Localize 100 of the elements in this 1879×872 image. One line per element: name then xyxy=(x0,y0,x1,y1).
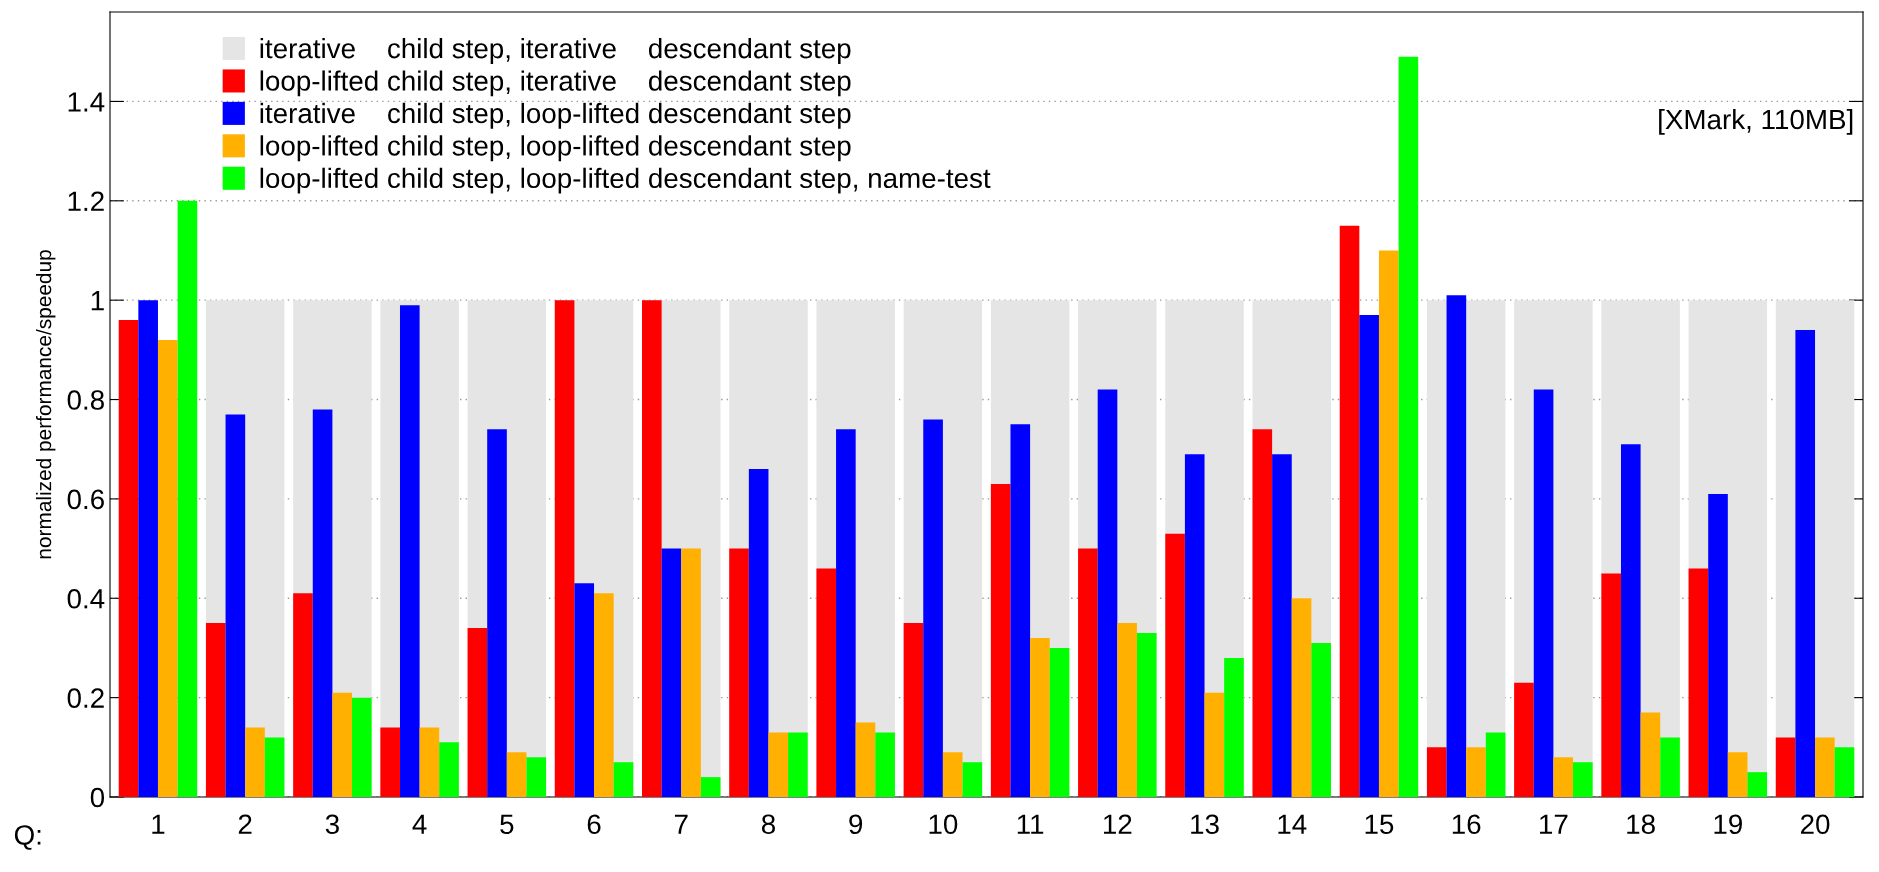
bar xyxy=(118,320,139,797)
bar xyxy=(1795,329,1816,797)
bar xyxy=(487,429,507,797)
x-tick-label: 16 xyxy=(1452,814,1481,835)
bar xyxy=(312,409,333,797)
x-tick-label: 12 xyxy=(1103,814,1132,834)
bar xyxy=(1815,737,1835,797)
bar xyxy=(962,762,983,797)
bar xyxy=(1446,295,1467,797)
y-tick-label: 1 xyxy=(91,291,104,311)
bar xyxy=(1485,732,1506,797)
bar xyxy=(1398,56,1419,797)
bar xyxy=(1078,548,1098,797)
x-tick-label: 6 xyxy=(587,814,601,835)
bar xyxy=(613,762,634,797)
bar xyxy=(700,777,721,797)
x-tick-label: 15 xyxy=(1365,814,1394,835)
bar xyxy=(526,757,547,797)
bar xyxy=(1010,424,1031,797)
bar xyxy=(1136,633,1157,797)
bar xyxy=(1466,747,1486,797)
bar xyxy=(352,697,372,797)
y-axis-title: normalized performance/speedup xyxy=(36,250,56,559)
x-tick-label: 1 xyxy=(152,814,165,834)
bar xyxy=(1727,752,1748,797)
bar xyxy=(661,548,682,797)
bar xyxy=(748,469,769,797)
x-tick-label: 2 xyxy=(238,814,252,834)
bar xyxy=(1339,225,1360,797)
bar xyxy=(1097,389,1118,797)
legend-label: loop-lifted child step, iterative descendant step xyxy=(260,70,851,97)
bar xyxy=(225,414,246,797)
bar xyxy=(903,623,924,797)
bar xyxy=(1533,389,1554,797)
bar xyxy=(1601,573,1621,797)
y-tick-label: 0.2 xyxy=(67,688,104,708)
bar xyxy=(594,593,614,797)
bar xyxy=(1311,642,1331,797)
bar xyxy=(554,300,575,797)
bar xyxy=(1514,682,1534,797)
legend-label: loop-lifted child step, loop-lifted descendant step, name-test xyxy=(260,167,991,194)
x-tick-label: 10 xyxy=(929,814,958,835)
bar xyxy=(1426,747,1447,797)
bar xyxy=(157,339,178,797)
bar xyxy=(855,722,876,797)
x-tick-label: 19 xyxy=(1714,814,1742,835)
bar xyxy=(574,583,595,797)
bar xyxy=(1708,493,1728,797)
bar xyxy=(681,548,701,797)
bar xyxy=(177,200,198,797)
legend-label: iterative child step, loop-lifted descendant step xyxy=(260,102,851,129)
bar xyxy=(1747,772,1768,797)
x-tick-label: 7 xyxy=(674,814,688,834)
bar xyxy=(293,593,313,797)
bar xyxy=(467,628,488,797)
bar xyxy=(205,623,226,797)
bar xyxy=(1620,444,1641,797)
y-tick-label: 0.8 xyxy=(67,390,104,410)
bar xyxy=(1049,647,1070,797)
bar xyxy=(942,752,963,797)
bar xyxy=(816,568,837,797)
bar xyxy=(264,737,285,797)
x-tick-label: 13 xyxy=(1191,814,1219,835)
bar xyxy=(332,692,353,797)
y-tick-label: 1.2 xyxy=(68,191,104,211)
bar xyxy=(1252,429,1273,797)
bar xyxy=(1640,712,1661,797)
x-tick-label: 3 xyxy=(325,814,339,835)
bar xyxy=(1834,747,1855,797)
x-tick-label: 5 xyxy=(500,814,514,835)
x-tick-label: 11 xyxy=(1017,814,1044,834)
bar xyxy=(1553,757,1574,797)
bar xyxy=(875,732,895,797)
bar xyxy=(642,300,662,797)
y-tick-label: 0.4 xyxy=(67,588,105,609)
bar xyxy=(1775,737,1796,797)
y-tick-label: 0 xyxy=(90,787,105,808)
bar xyxy=(1359,315,1379,797)
y-tick-label: 1.4 xyxy=(68,92,105,112)
x-tick-label: 20 xyxy=(1800,814,1830,835)
bar xyxy=(1378,250,1399,797)
annotation: [XMark, 110MB] xyxy=(1659,108,1853,135)
bar xyxy=(768,732,789,797)
legend-label: iterative child step, iterative descendant step xyxy=(260,37,851,64)
bar xyxy=(1204,692,1225,797)
bar xyxy=(1165,533,1185,797)
x-tick-label: 18 xyxy=(1627,814,1655,835)
bar xyxy=(1573,762,1593,797)
x-tick-label: 9 xyxy=(849,814,863,835)
bar xyxy=(138,300,158,797)
x-axis-title: Q: xyxy=(14,825,41,850)
bar xyxy=(1030,638,1050,797)
x-tick-label: 17 xyxy=(1540,814,1568,834)
bar xyxy=(419,727,440,797)
bar xyxy=(1117,623,1137,797)
bar xyxy=(1291,598,1312,797)
bar xyxy=(729,548,749,797)
bar xyxy=(380,727,400,797)
bar xyxy=(923,419,943,797)
bar xyxy=(1660,737,1680,797)
